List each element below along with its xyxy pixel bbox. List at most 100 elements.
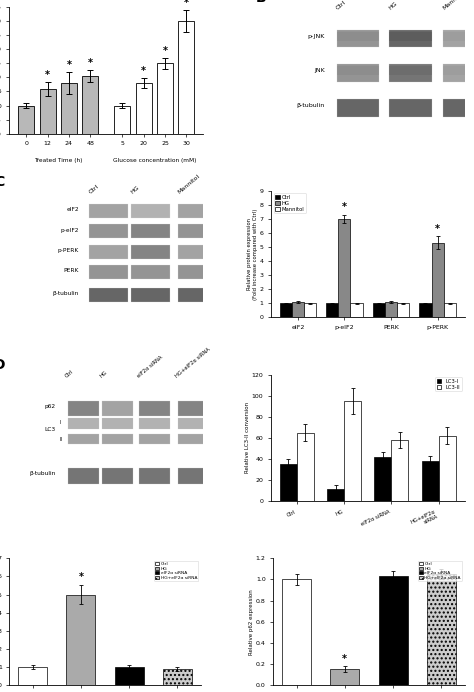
Text: HG+eIF2α siRNA: HG+eIF2α siRNA	[175, 346, 211, 379]
Bar	[297, 432, 314, 501]
Bar	[373, 303, 385, 318]
Bar	[68, 468, 99, 484]
Text: *: *	[435, 224, 440, 234]
Text: Glucose concentration (mM): Glucose concentration (mM)	[112, 158, 196, 163]
Bar	[82, 76, 98, 134]
Text: Mannitol: Mannitol	[177, 173, 201, 194]
Bar	[178, 244, 217, 259]
Bar	[139, 419, 170, 429]
Bar	[337, 100, 379, 117]
Bar	[443, 64, 474, 82]
Legend: Ctrl, HG, Mannitol: Ctrl, HG, Mannitol	[273, 193, 306, 213]
Text: *: *	[342, 654, 347, 664]
Text: β-tubulin: β-tubulin	[297, 103, 325, 108]
Y-axis label: Relative protein expression
(Fold increase compared with Ctrl): Relative protein expression (Fold increa…	[247, 208, 258, 300]
Legend: Ctrl, HG, eIF2α siRNA, HG+eIF2α siRNA: Ctrl, HG, eIF2α siRNA, HG+eIF2α siRNA	[418, 561, 462, 581]
Bar	[350, 303, 363, 318]
Bar	[157, 63, 173, 134]
Text: *: *	[163, 46, 167, 55]
Text: eIF2α siRNA: eIF2α siRNA	[136, 354, 164, 379]
Bar	[392, 440, 409, 501]
Bar	[374, 457, 392, 501]
Bar	[178, 288, 217, 302]
Bar	[330, 669, 359, 685]
Bar	[337, 66, 379, 75]
Bar	[397, 303, 409, 318]
Bar	[68, 434, 99, 444]
Bar	[344, 401, 361, 501]
Bar	[385, 302, 397, 318]
Text: *: *	[45, 70, 50, 80]
Bar	[178, 434, 209, 444]
Text: JNK: JNK	[314, 68, 325, 73]
Bar	[178, 224, 217, 238]
Bar	[89, 265, 128, 279]
Bar	[304, 303, 316, 318]
Bar	[419, 303, 431, 318]
Bar	[139, 401, 170, 417]
Bar	[280, 464, 297, 501]
Bar	[327, 489, 344, 501]
Text: B: B	[255, 0, 266, 5]
Bar	[178, 21, 194, 134]
Bar	[443, 100, 474, 117]
Bar	[114, 105, 130, 134]
Bar	[389, 30, 432, 48]
Bar	[102, 434, 133, 444]
Bar	[438, 436, 456, 501]
Text: Mannitol: Mannitol	[442, 0, 466, 10]
Text: Ctrl: Ctrl	[64, 368, 75, 379]
Bar	[178, 468, 209, 484]
Text: β-tubulin: β-tubulin	[53, 291, 79, 296]
Text: *: *	[342, 202, 347, 212]
Bar	[89, 224, 128, 238]
Bar	[280, 303, 292, 318]
Text: *: *	[88, 57, 93, 68]
Bar	[102, 401, 133, 417]
Bar	[337, 64, 379, 82]
Text: p-eIF2: p-eIF2	[61, 228, 79, 233]
Bar	[338, 219, 350, 318]
Text: HG: HG	[99, 370, 109, 379]
Bar	[18, 667, 47, 685]
Text: p-PERK: p-PERK	[58, 248, 79, 253]
Bar	[89, 204, 128, 218]
Text: LC3: LC3	[45, 426, 56, 432]
Bar	[115, 667, 144, 685]
Y-axis label: Relative p62 expression: Relative p62 expression	[249, 589, 255, 655]
Text: HG: HG	[130, 185, 141, 194]
Text: *: *	[184, 0, 189, 8]
Bar	[178, 419, 209, 429]
Bar	[131, 204, 170, 218]
Bar	[131, 288, 170, 302]
Bar	[389, 66, 432, 75]
Bar	[422, 461, 438, 501]
Bar	[443, 66, 474, 75]
Bar	[389, 64, 432, 82]
Text: *: *	[78, 572, 83, 583]
Bar	[131, 224, 170, 238]
Text: Ctrl: Ctrl	[88, 183, 100, 194]
Text: β-tubulin: β-tubulin	[30, 471, 56, 476]
Bar	[282, 579, 311, 685]
Legend: LC3-I, LC3-II: LC3-I, LC3-II	[435, 377, 462, 391]
Bar	[163, 668, 192, 685]
Bar	[89, 244, 128, 259]
Bar	[292, 302, 304, 318]
Bar	[389, 100, 432, 117]
Text: Ctrl: Ctrl	[336, 0, 347, 10]
Bar	[178, 401, 209, 417]
Bar	[40, 89, 55, 134]
Text: HG: HG	[388, 1, 398, 10]
Bar	[131, 265, 170, 279]
Bar	[178, 204, 217, 218]
Bar	[68, 401, 99, 417]
Bar	[178, 265, 217, 279]
Text: eIF2: eIF2	[66, 207, 79, 212]
Bar	[443, 33, 474, 41]
Bar	[89, 288, 128, 302]
Bar	[443, 30, 474, 48]
Bar	[326, 303, 338, 318]
Bar	[389, 33, 432, 41]
Text: p-JNK: p-JNK	[308, 34, 325, 39]
